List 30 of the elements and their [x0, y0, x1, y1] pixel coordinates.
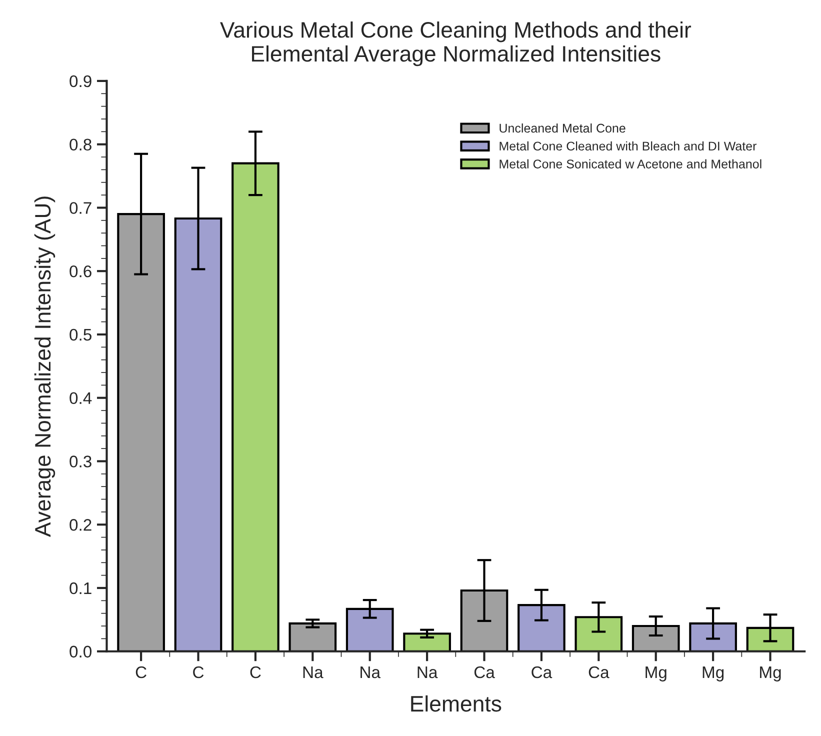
y-tick-label: 0.7 — [70, 202, 92, 214]
y-tick-label: 0.6 — [70, 265, 92, 278]
x-tick-label: Ca — [532, 666, 552, 678]
x-tick-label: C — [250, 666, 261, 678]
y-tick-label: 0.1 — [70, 582, 92, 594]
y-tick-label: 0.4 — [70, 392, 92, 404]
y-tick-label: 0.8 — [70, 138, 92, 151]
bar — [403, 632, 451, 652]
y-tick-label: 0.3 — [70, 456, 92, 468]
legend-label: Metal Cone Cleaned with Bleach and DI Water — [500, 141, 757, 151]
x-tick-label: Ca — [474, 666, 495, 678]
x-tick-label: Mg — [760, 666, 781, 682]
x-tick-label: Mg — [702, 666, 724, 682]
y-axis-title: Average Normalized Intensity (AU) — [34, 196, 56, 537]
x-tick-label: Na — [303, 666, 324, 678]
x-axis-title: Elements — [411, 695, 502, 712]
x-tick-label: Na — [418, 666, 438, 678]
x-tick-label: C — [136, 666, 146, 678]
y-tick-label: 0.9 — [70, 75, 92, 88]
legend-label: Metal Cone Sonicated w Acetone and Methanol — [500, 159, 762, 168]
x-tick-label: Na — [360, 666, 381, 678]
x-tick-label: C — [193, 666, 204, 678]
x-tick-label: Ca — [588, 666, 610, 678]
x-tick-label: Mg — [646, 666, 666, 682]
y-tick-label: 0.0 — [70, 646, 92, 658]
y-tick-label: 0.5 — [70, 328, 92, 341]
bar — [288, 622, 337, 652]
y-tick-label: 0.2 — [70, 519, 92, 531]
legend-label: Uncleaned Metal Cone — [500, 123, 626, 133]
chart-title: Various Metal Cone Cleaning Methods and their Elemental Average Normalized Intensities — [220, 21, 692, 66]
